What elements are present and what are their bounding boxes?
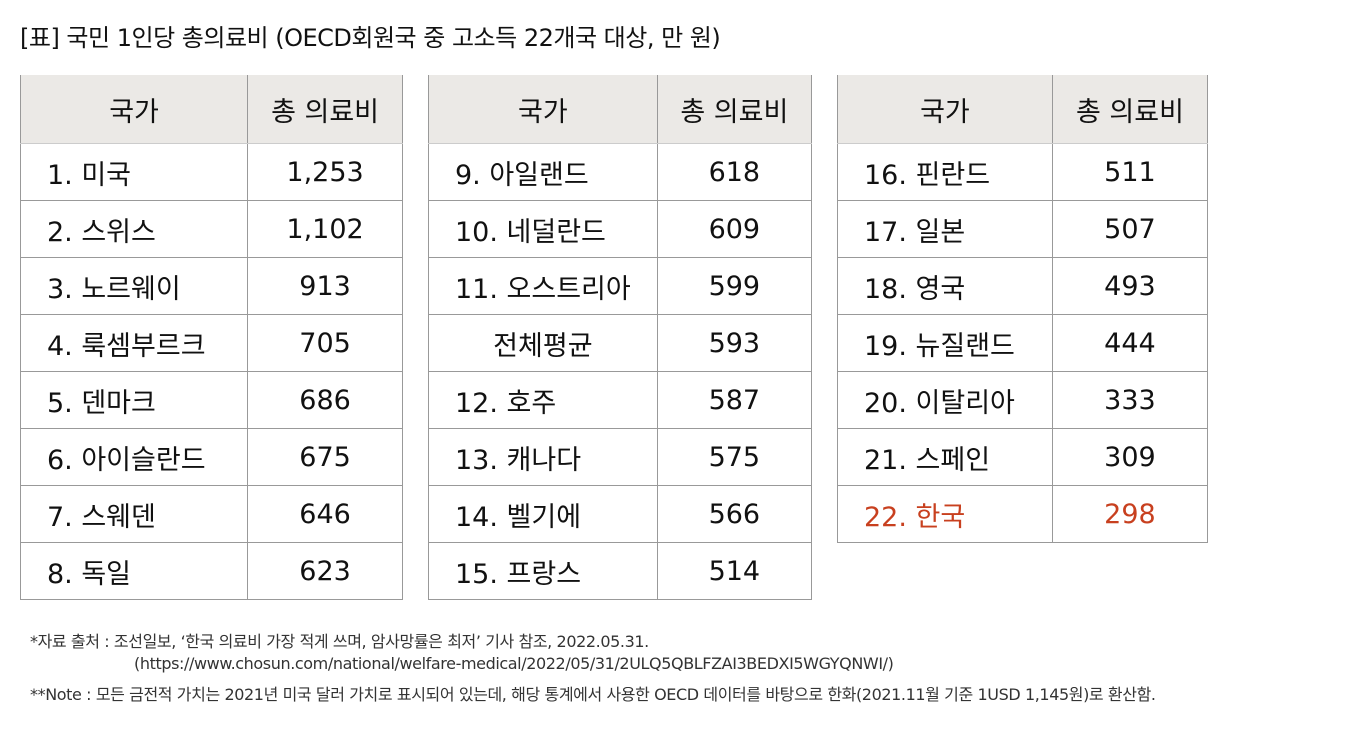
value-cell: 593	[656, 314, 813, 372]
country-cell: 10. 네덜란드	[428, 200, 658, 258]
table-row: 9. 아일랜드 618	[428, 143, 813, 201]
table-row: 12. 호주 587	[428, 371, 813, 429]
value-cell: 309	[1051, 428, 1209, 486]
table-row: 21. 스페인 309	[837, 428, 1209, 486]
country-cell: 2. 스위스	[19, 200, 249, 258]
table-row: 14. 벨기에 566	[428, 485, 813, 543]
country-cell: 17. 일본	[837, 200, 1053, 258]
page-title: [표] 국민 1인당 총의료비 (OECD회원국 중 고소득 22개국 대상, …	[20, 24, 721, 52]
table-row: 15. 프랑스 514	[428, 542, 813, 600]
column-header: 국가	[837, 75, 1053, 144]
value-cell: 1,102	[247, 200, 403, 258]
column-header: 국가	[428, 75, 658, 144]
table-row: 7. 스웨덴 646	[19, 485, 403, 543]
value-cell: 493	[1051, 257, 1209, 315]
country-cell: 12. 호주	[428, 371, 658, 429]
column-header: 총 의료비	[656, 75, 813, 144]
table-row: 5. 덴마크 686	[19, 371, 403, 429]
table-row: 1. 미국 1,253	[19, 143, 403, 201]
value-cell: 623	[247, 542, 403, 600]
table-row: 13. 캐나다 575	[428, 428, 813, 486]
country-cell: 4. 룩셈부르크	[19, 314, 249, 372]
value-cell: 333	[1051, 371, 1209, 429]
table-row: 전체평균 593	[428, 314, 813, 372]
value-cell: 599	[656, 257, 813, 315]
value-cell: 444	[1051, 314, 1209, 372]
table-row: 17. 일본 507	[837, 200, 1209, 258]
country-cell: 22. 한국	[837, 485, 1053, 543]
table-2: 국가 총 의료비 9. 아일랜드 618 10. 네덜란드 609 11. 오스트…	[428, 75, 813, 600]
column-header: 국가	[19, 75, 249, 144]
table-row: 2. 스위스 1,102	[19, 200, 403, 258]
country-cell: 8. 독일	[19, 542, 249, 600]
value-cell: 646	[247, 485, 403, 543]
table-1: 국가 총 의료비 1. 미국 1,253 2. 스위스 1,102 3. 노르웨이…	[19, 75, 403, 600]
value-cell: 507	[1051, 200, 1209, 258]
value-cell: 618	[656, 143, 813, 201]
country-cell: 전체평균	[428, 314, 658, 372]
country-cell: 19. 뉴질랜드	[837, 314, 1053, 372]
table-row: 3. 노르웨이 913	[19, 257, 403, 315]
table-3: 국가 총 의료비 16. 핀란드 511 17. 일본 507 18. 영국 49…	[837, 75, 1209, 543]
value-cell: 514	[656, 542, 813, 600]
table-row: 19. 뉴질랜드 444	[837, 314, 1209, 372]
country-cell: 3. 노르웨이	[19, 257, 249, 315]
value-cell: 1,253	[247, 143, 403, 201]
table-row-highlighted: 22. 한국 298	[837, 485, 1209, 543]
header-row: 국가 총 의료비	[19, 75, 403, 144]
value-cell: 686	[247, 371, 403, 429]
value-cell: 913	[247, 257, 403, 315]
footnote-note: **Note : 모든 금전적 가치는 2021년 미국 달러 가치로 표시되어…	[30, 685, 1156, 704]
country-cell: 13. 캐나다	[428, 428, 658, 486]
country-cell: 9. 아일랜드	[428, 143, 658, 201]
table-row: 6. 아이슬란드 675	[19, 428, 403, 486]
country-cell: 18. 영국	[837, 257, 1053, 315]
country-cell: 20. 이탈리아	[837, 371, 1053, 429]
country-cell: 1. 미국	[19, 143, 249, 201]
value-cell: 587	[656, 371, 813, 429]
column-header: 총 의료비	[247, 75, 403, 144]
country-cell: 6. 아이슬란드	[19, 428, 249, 486]
value-cell: 675	[247, 428, 403, 486]
value-cell: 705	[247, 314, 403, 372]
country-cell: 11. 오스트리아	[428, 257, 658, 315]
value-cell: 511	[1051, 143, 1209, 201]
footnote-url[interactable]: (https://www.chosun.com/national/welfare…	[134, 654, 894, 673]
country-cell: 5. 덴마크	[19, 371, 249, 429]
column-header: 총 의료비	[1051, 75, 1209, 144]
table-row: 11. 오스트리아 599	[428, 257, 813, 315]
value-cell: 575	[656, 428, 813, 486]
value-cell: 566	[656, 485, 813, 543]
country-cell: 21. 스페인	[837, 428, 1053, 486]
table-row: 16. 핀란드 511	[837, 143, 1209, 201]
table-row: 8. 독일 623	[19, 542, 403, 600]
table-row: 10. 네덜란드 609	[428, 200, 813, 258]
country-cell: 15. 프랑스	[428, 542, 658, 600]
country-cell: 14. 벨기에	[428, 485, 658, 543]
table-row: 20. 이탈리아 333	[837, 371, 1209, 429]
value-cell: 609	[656, 200, 813, 258]
value-cell: 298	[1051, 485, 1209, 543]
header-row: 국가 총 의료비	[837, 75, 1209, 144]
header-row: 국가 총 의료비	[428, 75, 813, 144]
footnote-source: *자료 출처 : 조선일보, ‘한국 의료비 가장 적게 쓰며, 암사망률은 최…	[30, 632, 649, 651]
table-row: 18. 영국 493	[837, 257, 1209, 315]
table-row: 4. 룩셈부르크 705	[19, 314, 403, 372]
country-cell: 7. 스웨덴	[19, 485, 249, 543]
country-cell: 16. 핀란드	[837, 143, 1053, 201]
